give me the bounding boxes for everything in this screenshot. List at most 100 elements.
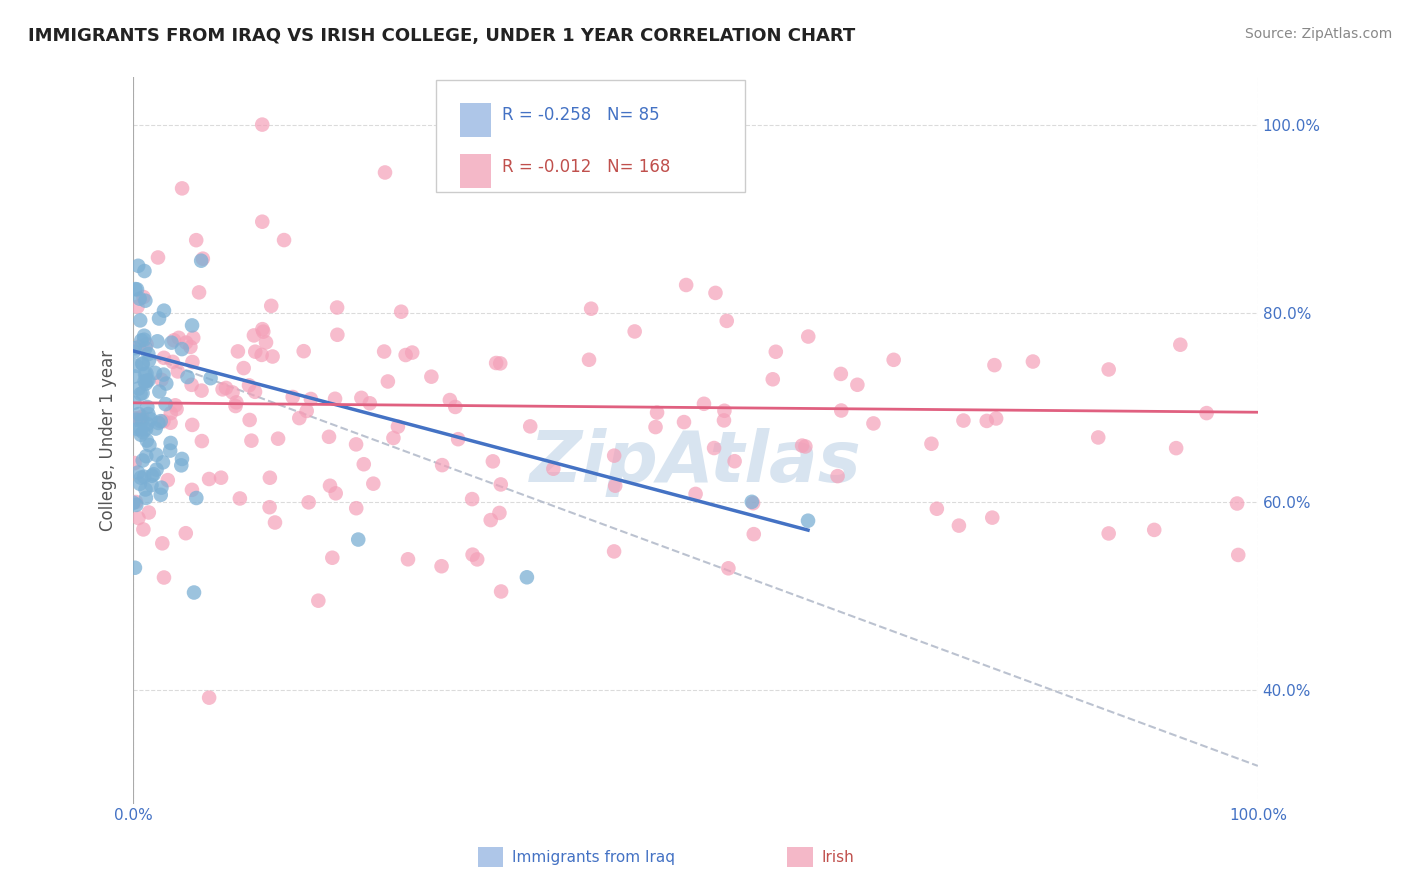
Point	[239, 413, 262, 427]
Point	[150, 481, 173, 495]
Point	[883, 352, 905, 367]
Point	[794, 440, 817, 454]
Point	[136, 407, 159, 421]
Point	[742, 527, 765, 541]
Point	[976, 414, 998, 428]
Point	[181, 417, 204, 432]
Point	[124, 395, 146, 409]
Point	[1022, 354, 1045, 368]
Point	[135, 422, 157, 436]
Point	[741, 495, 763, 509]
Point	[128, 292, 150, 306]
Point	[295, 404, 318, 418]
Point	[162, 355, 184, 369]
Point	[153, 351, 176, 365]
Point	[396, 552, 419, 566]
Point	[129, 334, 152, 348]
Point	[124, 369, 146, 384]
Point	[136, 347, 159, 361]
Point	[138, 373, 160, 387]
Point	[128, 340, 150, 354]
Point	[762, 372, 785, 386]
Point	[387, 419, 409, 434]
Point	[742, 496, 765, 510]
Point	[136, 400, 159, 414]
Point	[136, 374, 159, 388]
Point	[260, 299, 283, 313]
Point	[198, 472, 221, 486]
Point	[135, 376, 157, 391]
Point	[129, 471, 152, 485]
Point	[128, 407, 150, 421]
Point	[292, 344, 315, 359]
Point	[693, 397, 716, 411]
Text: R = -0.258   N= 85: R = -0.258 N= 85	[502, 106, 659, 124]
Point	[765, 344, 787, 359]
Point	[326, 327, 349, 342]
Point	[156, 473, 179, 487]
Point	[1166, 441, 1188, 455]
Point	[240, 434, 263, 448]
Point	[485, 356, 508, 370]
Text: Irish: Irish	[821, 850, 853, 864]
Point	[170, 342, 193, 356]
Point	[153, 570, 176, 584]
Point	[703, 441, 725, 455]
Point	[252, 325, 274, 339]
Point	[461, 548, 484, 562]
Point	[713, 413, 735, 427]
Point	[389, 304, 412, 318]
Point	[830, 367, 852, 381]
Point	[131, 409, 153, 424]
Point	[830, 403, 852, 417]
Point	[135, 434, 157, 448]
Point	[1226, 496, 1249, 510]
Point	[479, 513, 502, 527]
Point	[685, 487, 707, 501]
Point	[299, 392, 322, 406]
Point	[122, 496, 145, 510]
Point	[152, 368, 174, 382]
Point	[281, 390, 304, 404]
Y-axis label: College, Under 1 year: College, Under 1 year	[100, 350, 117, 531]
Point	[152, 414, 174, 428]
Point	[447, 432, 470, 446]
Point	[167, 331, 190, 345]
Point	[347, 533, 370, 547]
Point	[488, 506, 510, 520]
Point	[146, 334, 169, 349]
Point	[243, 328, 266, 343]
Point	[135, 367, 157, 381]
Point	[704, 285, 727, 300]
Point	[444, 400, 467, 414]
Point	[373, 344, 395, 359]
Point	[142, 467, 165, 482]
Point	[298, 495, 321, 509]
Point	[170, 458, 193, 473]
Point	[149, 488, 172, 502]
Point	[134, 483, 156, 497]
Point	[128, 476, 150, 491]
Point	[150, 536, 173, 550]
Point	[489, 477, 512, 491]
Point	[605, 478, 627, 492]
Point	[252, 118, 274, 132]
Point	[179, 340, 201, 354]
Point	[191, 434, 214, 448]
Point	[516, 570, 538, 584]
Point	[221, 385, 243, 400]
Point	[131, 386, 153, 401]
Text: IMMIGRANTS FROM IRAQ VS IRISH COLLEGE, UNDER 1 YEAR CORRELATION CHART: IMMIGRANTS FROM IRAQ VS IRISH COLLEGE, U…	[28, 27, 855, 45]
Point	[191, 252, 214, 266]
Point	[134, 333, 156, 347]
Point	[319, 479, 342, 493]
Point	[143, 366, 166, 380]
Point	[254, 335, 277, 350]
Point	[127, 300, 149, 314]
Point	[578, 352, 600, 367]
Point	[1195, 406, 1218, 420]
Point	[132, 357, 155, 371]
Point	[713, 403, 735, 417]
Point	[846, 377, 869, 392]
Point	[152, 455, 174, 469]
